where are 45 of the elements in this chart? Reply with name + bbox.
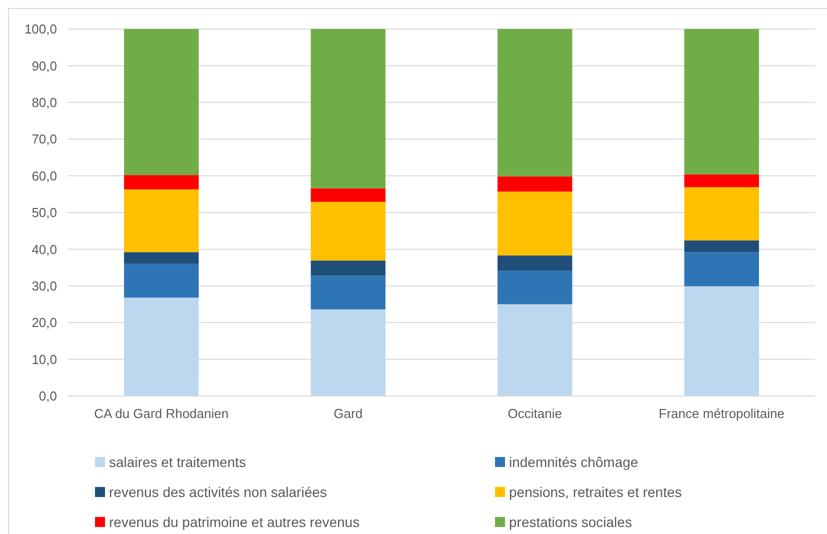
x-tick-label: Gard: [334, 406, 363, 421]
y-tick-label: 80,0: [32, 94, 57, 110]
bar: [310, 260, 386, 276]
y-tick-label: 60,0: [32, 168, 57, 184]
bar: [310, 309, 386, 396]
bar: [498, 270, 572, 304]
legend-label: salaires et traitements: [109, 454, 246, 470]
bar: [498, 192, 572, 256]
x-tick-label: France métropolitaine: [658, 406, 784, 421]
bar: [498, 176, 572, 192]
bar: [684, 174, 759, 188]
bar: [310, 188, 386, 202]
y-tick-label: 0,0: [38, 388, 57, 404]
bar: [310, 276, 386, 310]
bar: [684, 29, 759, 174]
legend-label: revenus des activités non salariées: [109, 484, 327, 500]
bar: [310, 29, 386, 188]
bar: [684, 187, 759, 240]
x-tick-label: CA du Gard Rhodanien: [94, 406, 229, 421]
bar: [498, 304, 572, 396]
legend-label: pensions, retraites et rentes: [509, 484, 682, 500]
y-tick-label: 100,0: [24, 22, 57, 37]
y-tick-label: 90,0: [32, 58, 57, 74]
y-tick-label: 50,0: [32, 205, 57, 220]
legend-label: indemnités chômage: [509, 454, 638, 470]
bar: [124, 298, 199, 396]
y-tick-label: 40,0: [32, 242, 57, 257]
legend-label: revenus du patrimoine et autres revenus: [109, 514, 360, 530]
bar: [124, 264, 199, 298]
bar: [124, 252, 199, 264]
bar: [684, 286, 759, 396]
bar: [310, 202, 386, 261]
y-tick-label: 10,0: [32, 352, 57, 367]
bar: [124, 175, 199, 190]
bar: [498, 255, 572, 271]
bar: [124, 29, 199, 176]
x-tick-label: Occitanie: [508, 406, 562, 421]
bar: [684, 252, 759, 286]
y-tick-label: 70,0: [32, 132, 57, 147]
y-tick-label: 20,0: [32, 315, 57, 330]
legend-label: prestations sociales: [509, 514, 632, 530]
y-tick-label: 30,0: [32, 278, 57, 294]
bar: [124, 189, 199, 252]
bar: [684, 240, 759, 252]
bar: [498, 29, 572, 177]
